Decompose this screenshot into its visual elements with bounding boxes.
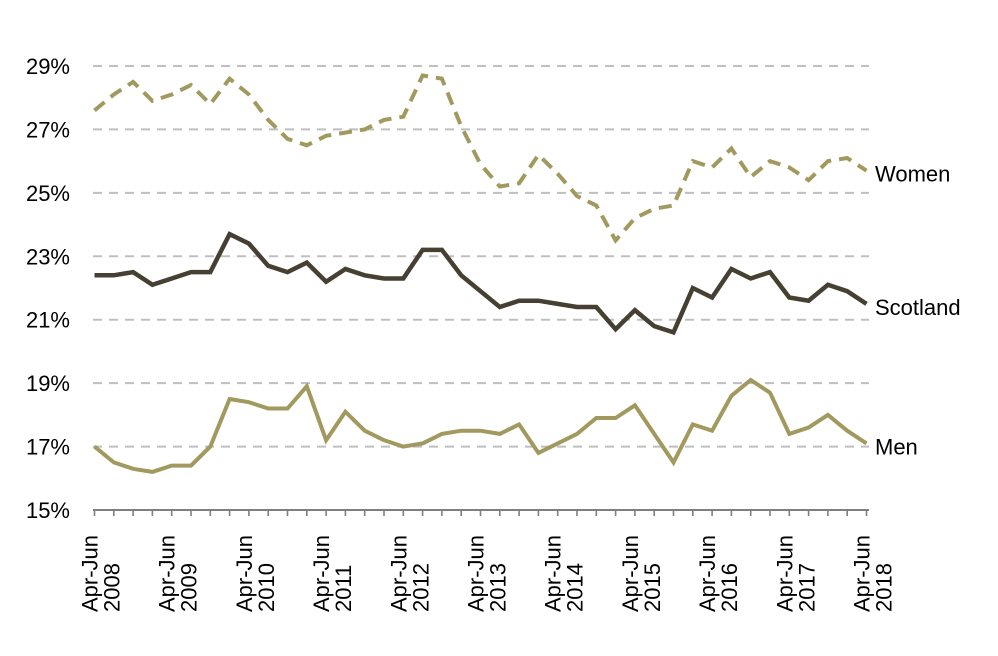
series-label-women: Women xyxy=(875,162,950,187)
series-line-scotland xyxy=(94,231,868,336)
x-tick-label: Apr-Jun2018 xyxy=(850,535,897,612)
y-tick-label: 17% xyxy=(26,435,70,460)
y-tick-label: 25% xyxy=(26,181,70,206)
x-tick-label: Apr-Jun2010 xyxy=(232,535,279,612)
y-tick-label: 27% xyxy=(26,117,70,142)
x-tick-label: Apr-Jun2009 xyxy=(155,535,202,612)
y-tick-label: 15% xyxy=(26,498,70,523)
y-tick-label: 19% xyxy=(26,371,70,396)
series-line-men xyxy=(93,377,868,474)
x-tick-label: Apr-Jun2012 xyxy=(386,535,433,612)
x-tick-label: Apr-Jun2013 xyxy=(464,535,511,612)
x-tick-label: Apr-Jun2008 xyxy=(78,535,125,612)
series-label-scotland: Scotland xyxy=(875,295,961,320)
series-label-men: Men xyxy=(875,434,918,459)
y-tick-label: 29% xyxy=(26,54,70,79)
series-line-women xyxy=(93,73,868,244)
x-tick-label: Apr-Jun2015 xyxy=(618,535,665,612)
y-tick-label: 23% xyxy=(26,244,70,269)
y-tick-label: 21% xyxy=(26,308,70,333)
x-tick-label: Apr-Jun2011 xyxy=(309,535,356,612)
x-tick-label: Apr-Jun2016 xyxy=(695,535,742,612)
x-tick-label: Apr-Jun2014 xyxy=(541,535,588,612)
x-tick-label: Apr-Jun2017 xyxy=(772,535,819,612)
